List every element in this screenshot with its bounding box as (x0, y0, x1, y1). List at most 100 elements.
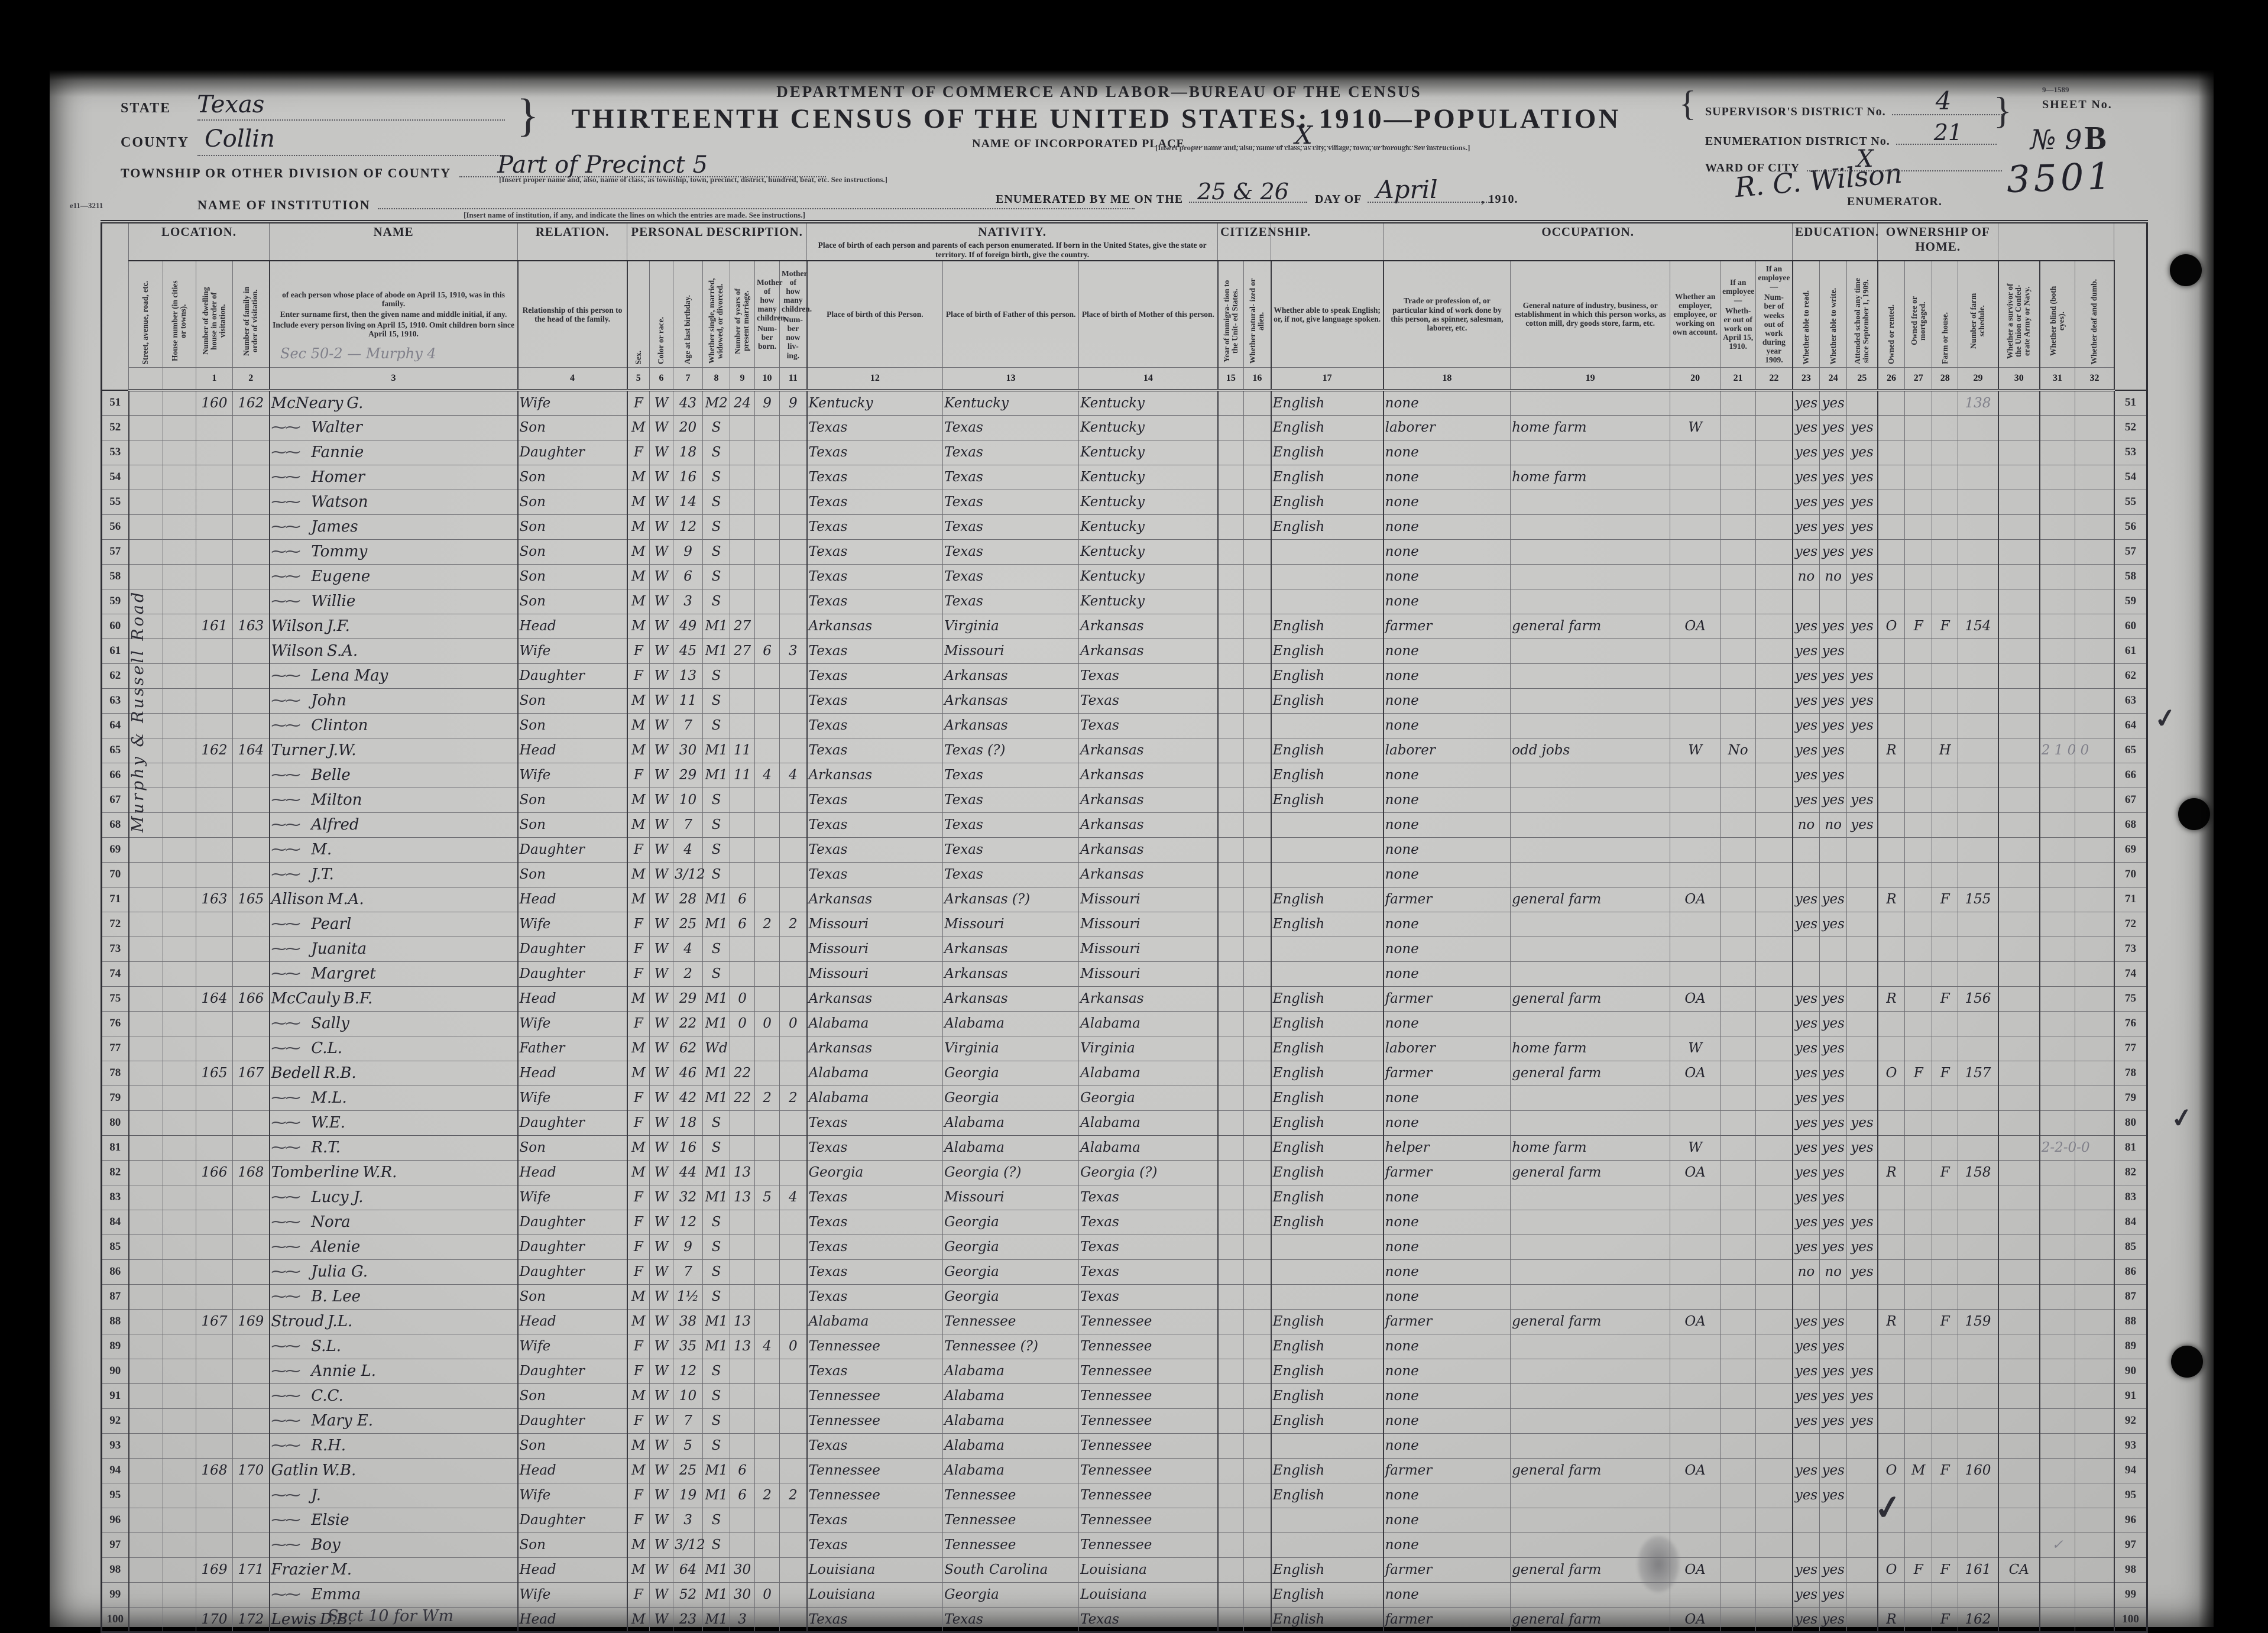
cell-mother-birthplace: Alabama (1078, 1060, 1219, 1086)
cell-language: English (1271, 1383, 1384, 1409)
cell-free-mortgaged (1904, 837, 1933, 863)
cell-family-number: 164 (232, 737, 270, 763)
cell-father-birthplace: Georgia (942, 1284, 1080, 1310)
cell-employment-class (1670, 911, 1721, 937)
cell-family-number (232, 688, 270, 714)
table-row: 52 ⁓⁓ Walter Son M W 20 S Texas Texas Kentucky Eng… (101, 414, 2148, 440)
cell-sex: M (627, 1284, 650, 1310)
cell-age: 46 (673, 1060, 704, 1086)
cell-father-birthplace: Texas (942, 464, 1080, 490)
cell-race: W (649, 1557, 674, 1583)
cell-relation: Son (517, 489, 628, 515)
cell-children-born (754, 1035, 780, 1061)
cell-language (1271, 961, 1384, 987)
cell-mother-birthplace: Kentucky (1078, 464, 1219, 490)
cell-age: 43 (673, 390, 704, 416)
cell-able-to-read: yes (1792, 1184, 1820, 1210)
cell-years-married: 30 (730, 1582, 756, 1608)
cell-free-mortgaged (1904, 861, 1933, 887)
cell-line-number: 68 (2114, 812, 2148, 838)
cell-out-of-work (1720, 489, 1757, 515)
cell-sex: F (627, 638, 650, 664)
cell-farm-or-house (1932, 1110, 1959, 1136)
cell-attended-school (1846, 1159, 1878, 1185)
cell-able-to-write: yes (1819, 787, 1848, 813)
cell-father-birthplace: Arkansas (942, 712, 1080, 738)
cell-family-number (232, 539, 270, 565)
cell-immigration-year (1217, 1234, 1245, 1260)
cell-relation: Wife (517, 390, 628, 416)
cell-line-number: 74 (101, 961, 129, 987)
cell-trade: none (1383, 638, 1511, 664)
cell-father-birthplace: Tennessee (942, 1308, 1080, 1334)
cell-race: W (649, 1457, 674, 1483)
county-line (197, 140, 505, 156)
cell-free-mortgaged (1904, 986, 1933, 1012)
cell-veteran (1998, 737, 2040, 763)
cell-children-born: 9 (754, 390, 780, 416)
cell-attended-school: yes (1846, 489, 1878, 515)
cell-sex: M (627, 464, 650, 490)
cell-father-birthplace: Texas (942, 588, 1080, 614)
cell-deaf-dumb (2075, 1010, 2115, 1036)
cell-house-number (163, 1184, 196, 1210)
col-header-28: Farm or house. (1932, 260, 1959, 368)
col-number-3: 3 (269, 367, 519, 392)
cell-trade: farmer (1383, 986, 1511, 1012)
cell-industry (1510, 787, 1671, 813)
cell-house-number (163, 464, 196, 490)
cell-line-number: 93 (101, 1433, 129, 1459)
table-row: 65 162 164 Turner J.W. Head M W 30 M1 11 Texas Texa… (101, 737, 2148, 763)
cell-person-name: ⁓⁓ Alenie (269, 1234, 519, 1260)
cell-trade: none (1383, 1358, 1511, 1384)
cell-free-mortgaged (1904, 1582, 1933, 1608)
cell-race: W (649, 961, 674, 987)
cell-trade: none (1383, 1259, 1511, 1285)
table-row: 78 165 167 Bedell R.B. Head M W 46 M1 22 Alabama Ge… (101, 1060, 2148, 1086)
cell-margin-note (2039, 638, 2076, 664)
cell-naturalized (1243, 762, 1272, 788)
cell-immigration-year (1217, 1209, 1245, 1235)
cell-industry (1510, 812, 1671, 838)
cell-immigration-year (1217, 1482, 1245, 1508)
cell-out-of-work (1720, 1507, 1757, 1533)
cell-attended-school: yes (1846, 539, 1878, 565)
cell-marital-status: M1 (702, 1557, 731, 1583)
cell-able-to-write: yes (1819, 539, 1848, 565)
cell-house-number (163, 1358, 196, 1384)
cell-able-to-read: yes (1792, 1358, 1820, 1384)
table-row: 83 ⁓⁓ Lucy J. Wife F W 32 M1 13 5 4 Texas Missouri T… (101, 1184, 2148, 1210)
cell-family-number (232, 837, 270, 863)
cell-able-to-write: yes (1819, 1358, 1848, 1384)
cell-children-living (779, 1358, 808, 1384)
cell-farm-or-house: F (1932, 886, 1959, 912)
cell-race: W (649, 1408, 674, 1434)
cell-immigration-year (1217, 1557, 1245, 1583)
cell-father-birthplace: Alabama (942, 1010, 1080, 1036)
cell-line-number: 99 (101, 1582, 129, 1608)
cell-person-name: McNeary G. (269, 390, 519, 416)
cell-farm-or-house (1932, 812, 1959, 838)
cell-sex: F (627, 1234, 650, 1260)
cell-able-to-write: yes (1819, 1457, 1848, 1483)
cell-children-born (754, 1209, 780, 1235)
cell-free-mortgaged (1904, 563, 1933, 589)
cell-mother-birthplace: Kentucky (1078, 489, 1219, 515)
cell-free-mortgaged (1904, 489, 1933, 515)
cell-race: W (649, 1333, 674, 1359)
cell-marital-status: S (702, 1358, 731, 1384)
cell-immigration-year (1217, 911, 1245, 937)
cell-years-married: 13 (730, 1308, 756, 1334)
cell-attended-school (1846, 390, 1878, 416)
cell-veteran (1998, 539, 2040, 565)
cell-marital-status: S (702, 712, 731, 738)
cell-family-number (232, 1383, 270, 1409)
cell-margin-note (2039, 812, 2076, 838)
cell-veteran (1998, 1383, 2040, 1409)
cell-trade: none (1383, 787, 1511, 813)
cell-family-number (232, 1234, 270, 1260)
cell-house-number (163, 588, 196, 614)
cell-attended-school: yes (1846, 1383, 1878, 1409)
cell-margin-note (2039, 688, 2076, 714)
col-header-x0: Street, avenue, road, etc. (128, 260, 163, 368)
